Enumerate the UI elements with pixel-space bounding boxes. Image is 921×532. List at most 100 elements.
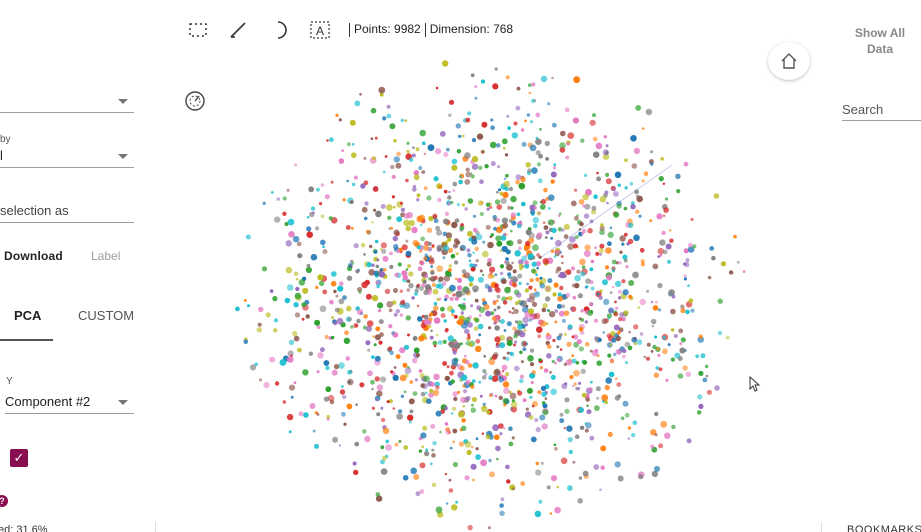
data-point[interactable]	[429, 335, 434, 340]
data-point[interactable]	[456, 285, 463, 291]
data-point[interactable]	[602, 279, 608, 286]
data-point[interactable]	[545, 322, 549, 326]
data-point[interactable]	[657, 282, 663, 289]
data-point[interactable]	[370, 379, 375, 385]
data-point[interactable]	[536, 266, 539, 270]
data-point[interactable]	[282, 211, 287, 216]
data-point[interactable]	[604, 400, 609, 405]
data-point[interactable]	[480, 201, 484, 204]
data-point[interactable]	[342, 198, 346, 202]
data-point[interactable]	[550, 249, 555, 253]
data-point[interactable]	[496, 190, 499, 194]
data-point[interactable]	[639, 298, 646, 306]
data-point[interactable]	[494, 283, 499, 288]
data-point[interactable]	[698, 403, 704, 409]
data-point[interactable]	[330, 180, 334, 184]
data-point[interactable]	[579, 258, 586, 266]
data-point[interactable]	[519, 378, 524, 384]
data-point[interactable]	[376, 258, 380, 262]
data-point[interactable]	[310, 206, 316, 211]
data-point[interactable]	[584, 203, 591, 210]
data-point[interactable]	[457, 410, 465, 418]
data-point[interactable]	[450, 309, 455, 314]
data-point[interactable]	[449, 446, 453, 450]
data-point[interactable]	[371, 221, 374, 224]
data-point[interactable]	[502, 146, 506, 150]
data-point[interactable]	[619, 235, 626, 242]
data-point[interactable]	[503, 329, 507, 332]
data-point[interactable]	[437, 340, 443, 345]
data-point[interactable]	[537, 390, 542, 395]
data-point[interactable]	[431, 244, 435, 248]
data-point[interactable]	[506, 479, 511, 484]
data-point[interactable]	[680, 337, 686, 343]
data-point[interactable]	[532, 216, 540, 224]
data-point[interactable]	[555, 239, 562, 247]
data-point[interactable]	[484, 283, 490, 289]
data-point[interactable]	[345, 225, 351, 230]
data-point[interactable]	[478, 333, 482, 337]
data-point[interactable]	[636, 339, 643, 345]
data-point[interactable]	[553, 163, 557, 167]
data-point[interactable]	[582, 193, 589, 201]
data-point[interactable]	[498, 376, 502, 379]
data-point[interactable]	[420, 391, 426, 397]
data-point[interactable]	[359, 382, 365, 388]
data-point[interactable]	[503, 177, 507, 180]
data-point[interactable]	[354, 441, 360, 447]
data-point[interactable]	[296, 241, 302, 247]
data-point[interactable]	[531, 167, 538, 174]
data-point[interactable]	[633, 324, 639, 330]
data-point[interactable]	[486, 410, 491, 415]
data-point[interactable]	[326, 414, 331, 419]
data-point[interactable]	[524, 260, 529, 265]
data-point[interactable]	[465, 395, 471, 401]
data-point[interactable]	[347, 369, 352, 375]
data-point[interactable]	[420, 260, 425, 266]
data-point[interactable]	[444, 472, 448, 476]
data-point[interactable]	[413, 291, 419, 296]
data-point[interactable]	[451, 221, 458, 229]
data-point[interactable]	[316, 370, 320, 374]
data-point[interactable]	[272, 296, 278, 302]
data-point[interactable]	[485, 434, 491, 440]
data-point[interactable]	[380, 376, 387, 383]
data-point[interactable]	[430, 265, 434, 268]
data-point[interactable]	[413, 170, 419, 176]
data-point[interactable]	[273, 328, 278, 333]
data-point[interactable]	[464, 207, 469, 211]
data-point[interactable]	[617, 394, 622, 399]
data-point[interactable]	[375, 326, 381, 332]
data-point[interactable]	[395, 162, 402, 169]
data-point[interactable]	[698, 370, 704, 376]
data-point[interactable]	[447, 202, 451, 206]
data-point[interactable]	[728, 270, 734, 275]
data-point[interactable]	[345, 356, 350, 361]
data-point[interactable]	[502, 397, 509, 405]
data-point[interactable]	[529, 395, 533, 399]
data-point[interactable]	[380, 459, 385, 465]
data-point[interactable]	[525, 407, 529, 411]
data-point[interactable]	[468, 282, 474, 287]
data-point[interactable]	[534, 418, 539, 422]
data-point[interactable]	[448, 488, 454, 493]
data-point[interactable]	[698, 334, 703, 339]
data-point[interactable]	[600, 445, 607, 452]
data-point[interactable]	[495, 235, 502, 242]
data-point[interactable]	[464, 316, 471, 323]
data-point[interactable]	[322, 289, 328, 295]
data-point[interactable]	[605, 247, 612, 254]
data-point[interactable]	[518, 182, 526, 190]
data-point[interactable]	[436, 244, 443, 252]
data-point[interactable]	[704, 364, 709, 369]
data-point[interactable]	[455, 123, 461, 129]
data-point[interactable]	[587, 310, 594, 316]
data-point[interactable]	[365, 340, 371, 346]
data-point[interactable]	[430, 329, 433, 333]
data-point[interactable]	[535, 273, 538, 277]
data-point[interactable]	[509, 351, 515, 357]
data-point[interactable]	[654, 465, 660, 472]
data-point[interactable]	[551, 76, 554, 80]
data-point[interactable]	[535, 277, 540, 282]
data-point[interactable]	[418, 165, 423, 171]
